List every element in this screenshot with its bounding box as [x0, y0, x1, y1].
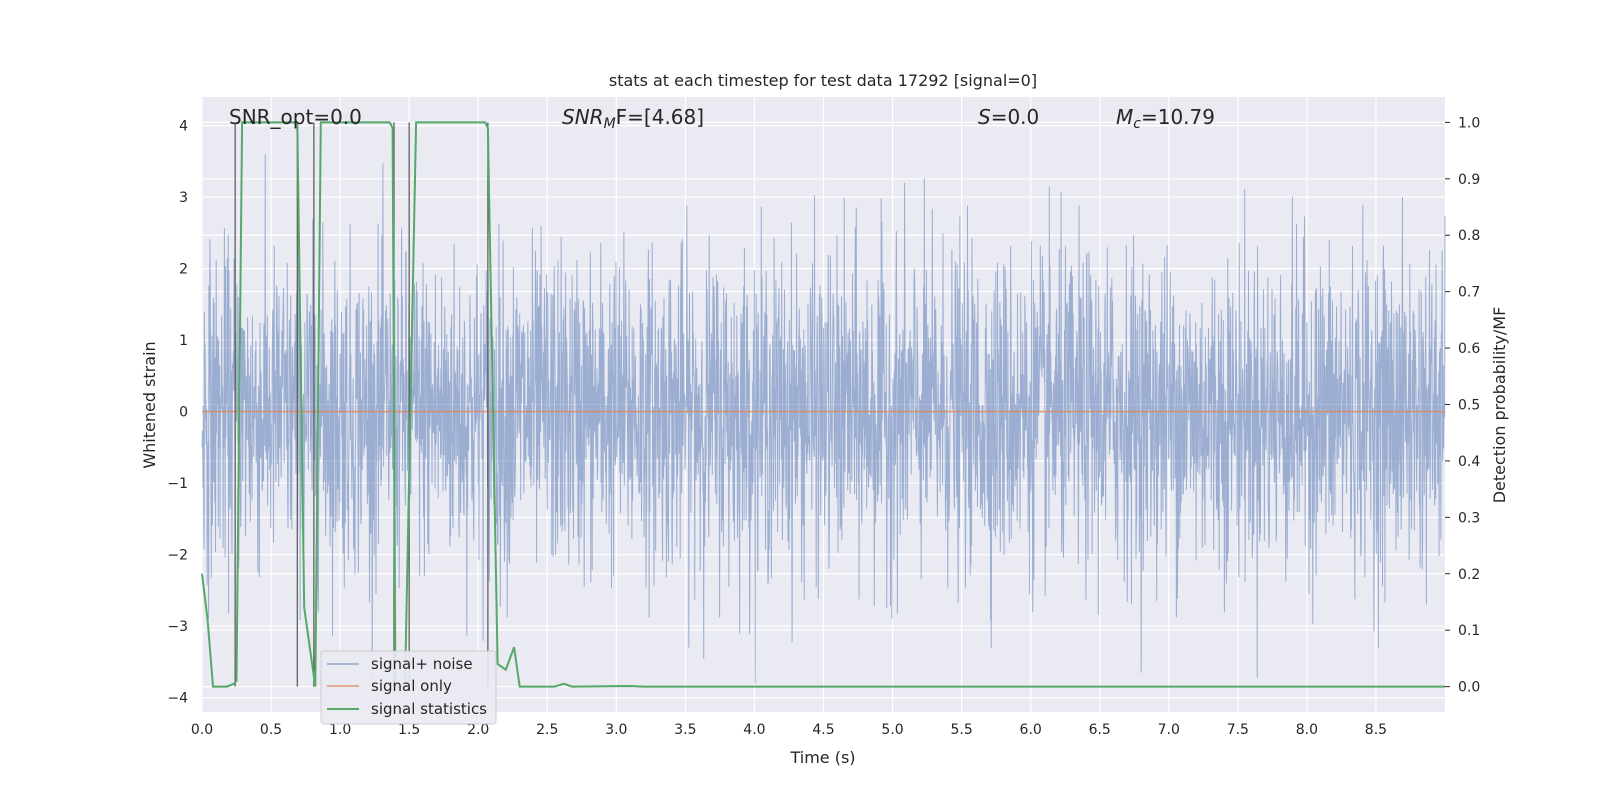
- x-tick-label: 7.5: [1227, 722, 1249, 738]
- x-tick-label: 1.5: [398, 722, 420, 738]
- y-tick-label: 2: [179, 262, 188, 278]
- annotation-snr-mf: SNRMF=[4.68]: [562, 105, 704, 132]
- y-tick-label: −4: [167, 691, 188, 707]
- legend-label-signal-statistics: signal statistics: [371, 700, 487, 718]
- legend-label-signal-only: signal only: [371, 677, 452, 695]
- series-signal-statistics: [201, 121, 1445, 688]
- y-right-tick-label: 0.0: [1458, 680, 1480, 696]
- y-right-tick-label: 0.2: [1458, 567, 1480, 583]
- x-tick-label: 0.0: [191, 722, 213, 738]
- x-tick-label: 6.0: [1020, 722, 1042, 738]
- x-tick-label: 1.0: [329, 722, 351, 738]
- y-axis-ticks: 4 3 2 1 0 −1 −2 −3 −4: [167, 119, 188, 707]
- x-tick-label: 5.5: [950, 722, 972, 738]
- legend-label-signal-plus-noise: signal+ noise: [371, 655, 473, 673]
- y-right-axis-label: Detection probability/MF: [1490, 307, 1509, 504]
- y-right-tick-label: 0.8: [1458, 228, 1480, 244]
- y-tick-label: 0: [179, 405, 188, 421]
- x-tick-label: 8.0: [1296, 722, 1318, 738]
- y-right-tick-label: 0.6: [1458, 341, 1480, 357]
- y-right-tick-label: 1.0: [1458, 115, 1480, 131]
- y-tick-label: 1: [179, 333, 188, 349]
- y-tick-label: 3: [179, 190, 188, 206]
- y-right-tick-label: 0.4: [1458, 454, 1480, 470]
- x-tick-label: 4.5: [812, 722, 834, 738]
- y-right-tick-label: 0.1: [1458, 623, 1480, 639]
- y-right-tick-label: 0.5: [1458, 398, 1480, 414]
- x-tick-label: 7.0: [1158, 722, 1180, 738]
- y-tick-label: 4: [179, 119, 188, 135]
- y-right-tick-label: 0.7: [1458, 285, 1480, 301]
- annotation-s: S=0.0: [978, 105, 1039, 129]
- x-tick-label: 3.5: [674, 722, 696, 738]
- y-right-tick-label: 0.9: [1458, 172, 1480, 188]
- y-right-axis-ticks: 1.0 0.9 0.8 0.7 0.6 0.5 0.4 0.3 0.2 0.1 0.0: [1445, 115, 1480, 696]
- x-tick-label: 8.5: [1365, 722, 1387, 738]
- x-tick-label: 2.5: [536, 722, 558, 738]
- y-tick-label: −3: [167, 619, 188, 635]
- annotation-snr-opt: SNR_opt=0.0: [229, 105, 362, 129]
- legend: signal+ noise signal only signal statist…: [320, 650, 497, 725]
- y-axis-label: Whitened strain: [140, 341, 159, 468]
- y-tick-label: −2: [167, 548, 188, 564]
- x-tick-label: 4.0: [743, 722, 765, 738]
- x-tick-label: 6.5: [1089, 722, 1111, 738]
- x-tick-label: 3.0: [605, 722, 627, 738]
- x-tick-label: 0.5: [260, 722, 282, 738]
- x-axis-label: Time (s): [789, 748, 855, 767]
- y-tick-label: −1: [167, 476, 188, 492]
- x-tick-label: 5.0: [881, 722, 903, 738]
- chart-title: stats at each timestep for test data 172…: [609, 71, 1037, 90]
- x-axis-ticks: 0.0 0.5 1.0 1.5 2.0 2.5 3.0 3.5 4.0 4.5 5.0 5.5 6.0 6…: [191, 722, 1387, 738]
- x-tick-label: 2.0: [467, 722, 489, 738]
- legend-box: [320, 650, 497, 725]
- annotation-mc: Mc=10.79: [1116, 105, 1215, 132]
- y-right-tick-label: 0.3: [1458, 510, 1480, 526]
